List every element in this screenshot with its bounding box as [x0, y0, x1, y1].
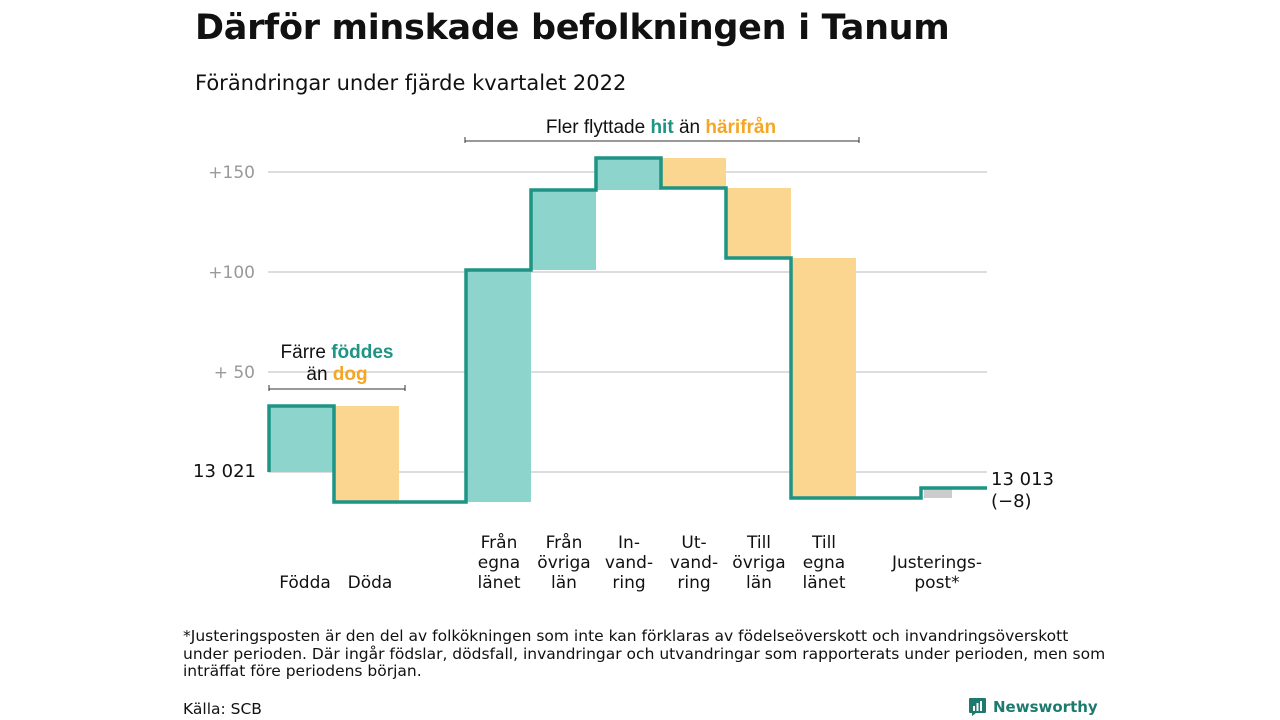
x-label-step-3: egna: [478, 553, 520, 573]
x-label-step-4: län: [551, 573, 577, 593]
bar-step-4: [531, 190, 596, 270]
bar-step-9: [924, 488, 952, 498]
x-label-step-5: ring: [612, 573, 645, 593]
x-label-step-8: länet: [802, 573, 845, 593]
bar-step-3: [466, 270, 531, 502]
x-axis-labels: Födda DödaFrånegnalänetFrånövrigalänIn-va…: [279, 532, 982, 593]
x-label-step-1: Födda: [279, 573, 331, 593]
start-value-label: 13 021: [193, 461, 256, 482]
x-label-step-7: län: [746, 573, 772, 593]
x-label-step-6: Ut-: [681, 533, 706, 553]
footnote: *Justeringsposten är den del av folkökni…: [183, 627, 1106, 680]
x-label-step-5: vand-: [605, 553, 653, 573]
source-label: Källa: SCB: [183, 700, 262, 718]
bar-step-6: [661, 158, 726, 188]
migration-annotation: Fler flyttade hit än härifrån: [546, 117, 776, 138]
x-label-step-3: länet: [477, 573, 520, 593]
y-tick-label: + 50: [214, 363, 255, 383]
y-tick-label: +150: [208, 163, 255, 183]
births-annotation-line2: än dog: [306, 364, 367, 385]
newsworthy-logo-icon: [969, 698, 986, 716]
x-label-step-5: In-: [618, 533, 640, 553]
annotation-layer: Färre föddes än dog Fler flyttade hit än…: [268, 117, 860, 391]
x-label-step-7: Till: [746, 533, 771, 553]
waterfall-chart: +150 +100 + 50 Färre föddes än dog Fler fl…: [193, 117, 1054, 593]
births-annotation-line1: Färre föddes: [281, 342, 394, 363]
x-label-step-9: post*: [914, 573, 959, 593]
x-label-step-8: Till: [811, 533, 836, 553]
x-label-step-8: egna: [803, 553, 845, 573]
bar-layer: [269, 158, 952, 502]
x-label-step-7: övriga: [732, 553, 785, 573]
bar-step-2: [334, 406, 399, 502]
y-tick-label: +100: [208, 263, 255, 283]
brand: Newsworthy: [968, 697, 1098, 716]
x-label-step-4: Från: [546, 532, 583, 553]
x-label-step-2: Döda: [348, 573, 393, 593]
end-change-label: (−8): [991, 491, 1032, 512]
x-label-step-4: övriga: [537, 553, 590, 573]
y-tick-labels: +150 +100 + 50: [208, 163, 255, 383]
chart-title: Därför minskade befolkningen i Tanum: [195, 8, 950, 48]
population-step-line: [267, 156, 987, 504]
x-label-step-6: vand-: [670, 553, 718, 573]
bar-step-1: [269, 406, 334, 472]
brand-name: Newsworthy: [993, 697, 1098, 716]
end-value-label: 13 013: [991, 469, 1054, 490]
bar-step-7: [726, 188, 791, 258]
chart-subtitle: Förändringar under fjärde kvartalet 2022: [195, 71, 627, 95]
step-line-layer: [267, 156, 987, 504]
bar-step-5: [596, 158, 661, 190]
x-label-step-6: ring: [677, 573, 710, 593]
x-label-step-3: Från: [481, 532, 518, 553]
bar-step-8: [791, 258, 856, 498]
x-label-step-9: Justerings-: [891, 553, 982, 573]
